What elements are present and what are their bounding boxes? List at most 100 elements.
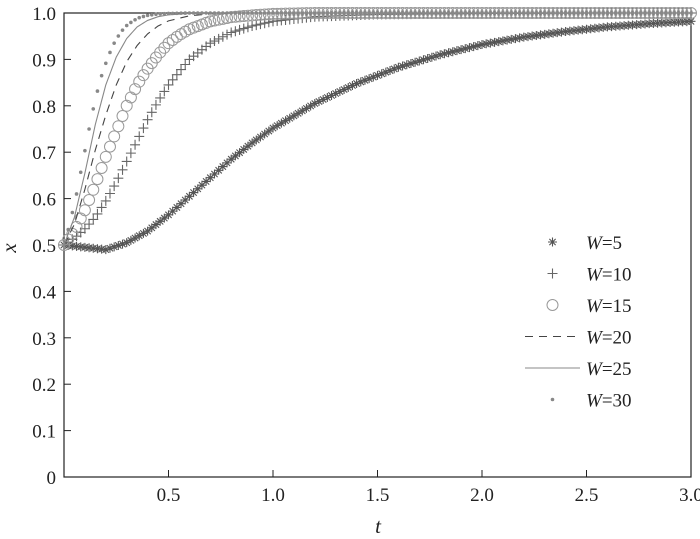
legend-label-var: W [586,233,604,254]
legend-item: W=15 [546,296,632,317]
data-point [208,11,213,15]
data-point [381,67,391,77]
data-point [676,11,681,15]
data-point [354,11,359,15]
legend-item: W=30 [550,391,632,412]
data-point [410,57,420,67]
data-point [342,11,346,15]
data-point [379,11,384,15]
data-point [151,220,161,230]
legend-item: W=5 [548,233,622,254]
data-point [531,30,541,40]
x-axis-label: t [375,514,382,538]
data-point [597,11,601,15]
data-point [154,12,158,17]
data-point [158,41,171,54]
data-point [659,11,664,15]
legend-label-var: W [586,328,604,349]
data-point [423,54,433,64]
data-point [329,11,334,15]
data-point [542,11,547,15]
data-point [130,139,141,150]
data-point [138,228,148,238]
data-point [112,120,125,133]
data-point [125,148,136,159]
data-point [267,11,271,15]
data-point [686,16,696,26]
data-point [526,11,530,15]
legend-label-value: =10 [602,265,632,286]
data-point [158,12,162,16]
data-point [262,11,267,15]
legend-label-value: =5 [602,233,622,254]
data-point [247,138,257,148]
data-point [576,11,580,15]
data-point [129,83,142,96]
data-point [201,176,211,186]
data-point [91,173,104,186]
data-point [122,238,132,248]
data-point [285,113,295,123]
data-point [672,11,677,15]
data-point [444,48,454,58]
y-axis-label: x [0,243,21,254]
data-point [333,11,338,15]
data-point [226,27,237,38]
data-point [133,75,146,88]
legend-label-var: W [586,265,604,286]
data-point [124,23,129,28]
data-point [609,11,614,15]
data-point [216,11,221,15]
data-point [175,11,179,16]
data-point [552,28,562,38]
data-point [442,11,447,15]
data-point [126,235,136,245]
data-point [473,41,483,51]
data-point [241,9,254,22]
data-point [66,227,70,232]
data-point [318,94,328,104]
data-point [293,108,303,118]
data-point [363,11,367,15]
data-point [133,18,137,22]
data-point [392,11,397,15]
data-point [180,59,191,70]
data-point [538,11,543,15]
data-point [651,11,656,15]
data-point [413,11,417,15]
data-point [258,11,263,15]
data-point [544,29,554,39]
data-point [70,210,75,215]
data-point [556,27,566,37]
data-point [463,11,468,15]
data-point [477,40,487,50]
series-dot [62,11,693,247]
data-point [373,70,382,80]
data-point [446,11,451,15]
data-point [78,170,83,175]
data-point [150,99,161,110]
y-tick-label: 0.3 [32,329,56,350]
data-point [238,23,249,34]
data-point [204,11,208,15]
data-point [147,223,157,233]
data-point [283,11,288,15]
data-point [166,11,171,16]
data-point [540,29,550,39]
data-point [208,14,221,27]
y-tick-label: 0.8 [32,97,56,118]
data-point [689,11,693,15]
data-point [230,151,240,161]
data-point [251,135,261,145]
data-point [421,11,426,15]
data-point [239,144,249,154]
y-tick-label: 0.4 [32,282,56,303]
data-point [304,11,309,15]
data-point [310,98,320,108]
data-point [103,140,116,153]
data-point [222,158,232,168]
data-point [388,11,392,15]
data-point [572,11,576,15]
data-point [271,11,275,15]
